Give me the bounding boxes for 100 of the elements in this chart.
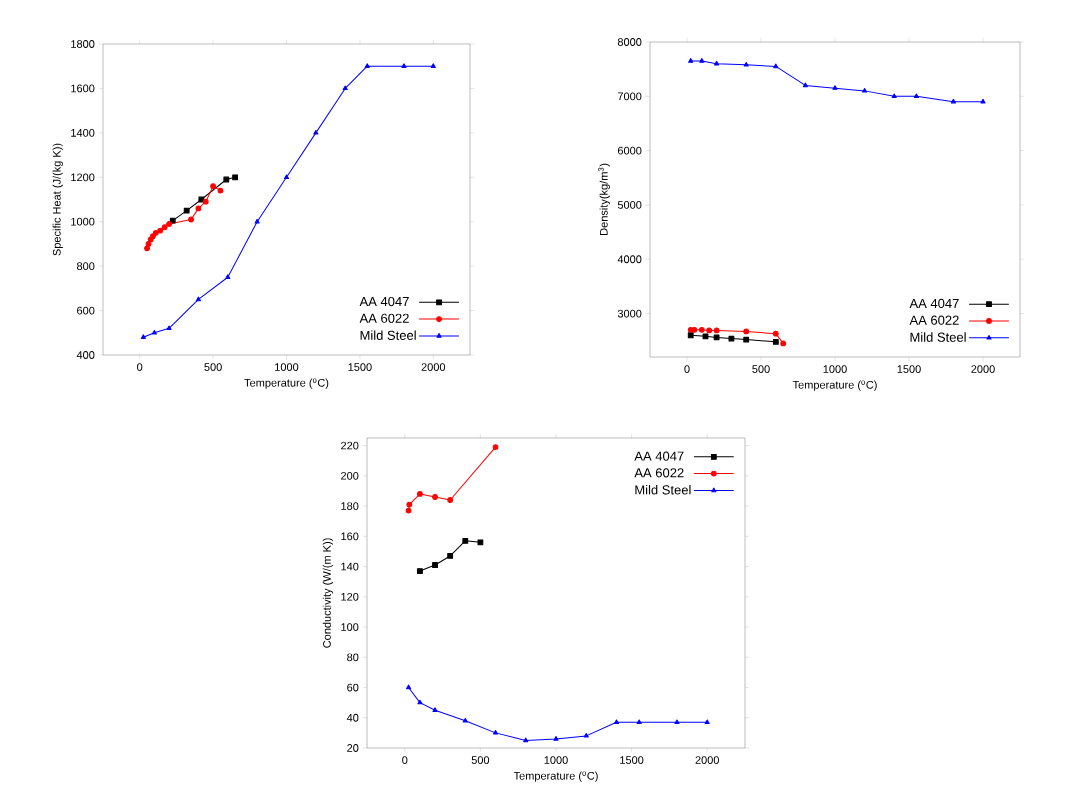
y-tick-label: 140 [341, 562, 359, 571]
y-tick-label: 1800 [71, 40, 95, 48]
y-tick-label: 100 [341, 623, 359, 631]
point [406, 684, 412, 690]
point [432, 707, 438, 712]
legend-label: AA 4047 [909, 298, 959, 309]
point [166, 325, 172, 331]
x-tick-label: 2000 [421, 363, 446, 371]
point [198, 196, 205, 203]
point [447, 497, 454, 503]
point [144, 245, 150, 252]
point [188, 216, 194, 223]
point [151, 329, 157, 335]
legend-label: Mild Steel [360, 330, 416, 340]
point [613, 719, 620, 724]
y-tick-label: 180 [341, 502, 359, 510]
point [183, 207, 190, 214]
point [232, 174, 239, 181]
x-tick-label: 500 [752, 365, 770, 373]
y-axis-title: Density(kg/m$^{3}$) [598, 163, 610, 235]
point [772, 338, 779, 345]
point [254, 218, 260, 224]
x-axis-title: Temperature ($^{o}$C) [792, 380, 877, 391]
point [202, 198, 209, 205]
point [743, 61, 749, 67]
point [166, 221, 172, 227]
point [195, 296, 201, 302]
legend-label: AA 4047 [359, 296, 409, 307]
y-axis-title: Conductivity (W/(m K)) [322, 538, 333, 648]
point [802, 82, 808, 88]
x-tick-label: 1500 [897, 365, 921, 373]
point [913, 93, 919, 99]
point [492, 729, 499, 735]
y-tick-label: 40 [346, 713, 359, 722]
y-tick-label: 1600 [71, 84, 95, 93]
point [152, 229, 159, 236]
point [980, 98, 986, 104]
point [832, 85, 838, 90]
y-tick-label: 600 [77, 306, 95, 315]
x-tick-label: 0 [684, 365, 690, 373]
point [342, 85, 348, 91]
y-tick-label: 60 [347, 683, 359, 692]
y-tick-label: 120 [341, 592, 359, 601]
y-tick-label: 1200 [71, 173, 95, 182]
point [706, 327, 713, 334]
y-tick-label: 8000 [617, 38, 642, 46]
legend-label: Mild Steel [910, 332, 966, 342]
point [699, 58, 705, 63]
y-tick-label: 400 [76, 351, 95, 359]
point [225, 274, 231, 279]
y-tick-label: 220 [341, 441, 359, 450]
point [430, 63, 436, 68]
point [195, 205, 202, 212]
y-tick-label: 200 [341, 471, 359, 480]
y-tick-label: 80 [347, 653, 359, 662]
point [636, 719, 642, 724]
x-tick-label: 500 [471, 756, 490, 764]
point [417, 491, 423, 497]
point [283, 174, 290, 179]
point [405, 507, 412, 514]
point [462, 717, 468, 723]
point [728, 335, 735, 342]
point [583, 733, 589, 738]
legend-label: Mild Steel [635, 484, 691, 495]
point [313, 129, 319, 135]
point [523, 737, 529, 743]
point [714, 60, 720, 66]
legend-label: AA 6022 [634, 468, 684, 478]
y-tick-label: 160 [341, 532, 359, 541]
point [406, 501, 413, 508]
point [773, 63, 779, 69]
x-axis-title: Temperature ($^{o}$C) [244, 378, 329, 389]
point [432, 494, 438, 500]
point [862, 87, 868, 93]
y-axis-title: Specific Heat (J/(kg K)) [52, 143, 63, 256]
x-tick-label: 1500 [620, 756, 644, 764]
y-tick-label: 7000 [617, 92, 642, 101]
point [688, 58, 694, 63]
point [447, 553, 454, 559]
point [743, 336, 750, 343]
point [477, 539, 484, 546]
point [217, 187, 224, 194]
point [401, 63, 407, 68]
y-tick-label: 800 [76, 262, 95, 271]
x-tick-label: 2000 [971, 365, 995, 373]
point [743, 328, 750, 335]
point [157, 227, 164, 234]
x-tick-label: 0 [402, 756, 408, 764]
point [702, 333, 709, 340]
x-tick-label: 0 [137, 363, 143, 371]
x-tick-label: 500 [204, 363, 222, 371]
x-tick-label: 1000 [275, 363, 299, 371]
point [674, 719, 680, 724]
point [432, 562, 438, 568]
point [687, 332, 694, 339]
y-tick-label: 4000 [617, 255, 642, 264]
point [950, 98, 956, 104]
legend-label: AA 6022 [909, 315, 959, 325]
point [891, 93, 897, 99]
legend-label: AA 6022 [359, 313, 409, 323]
